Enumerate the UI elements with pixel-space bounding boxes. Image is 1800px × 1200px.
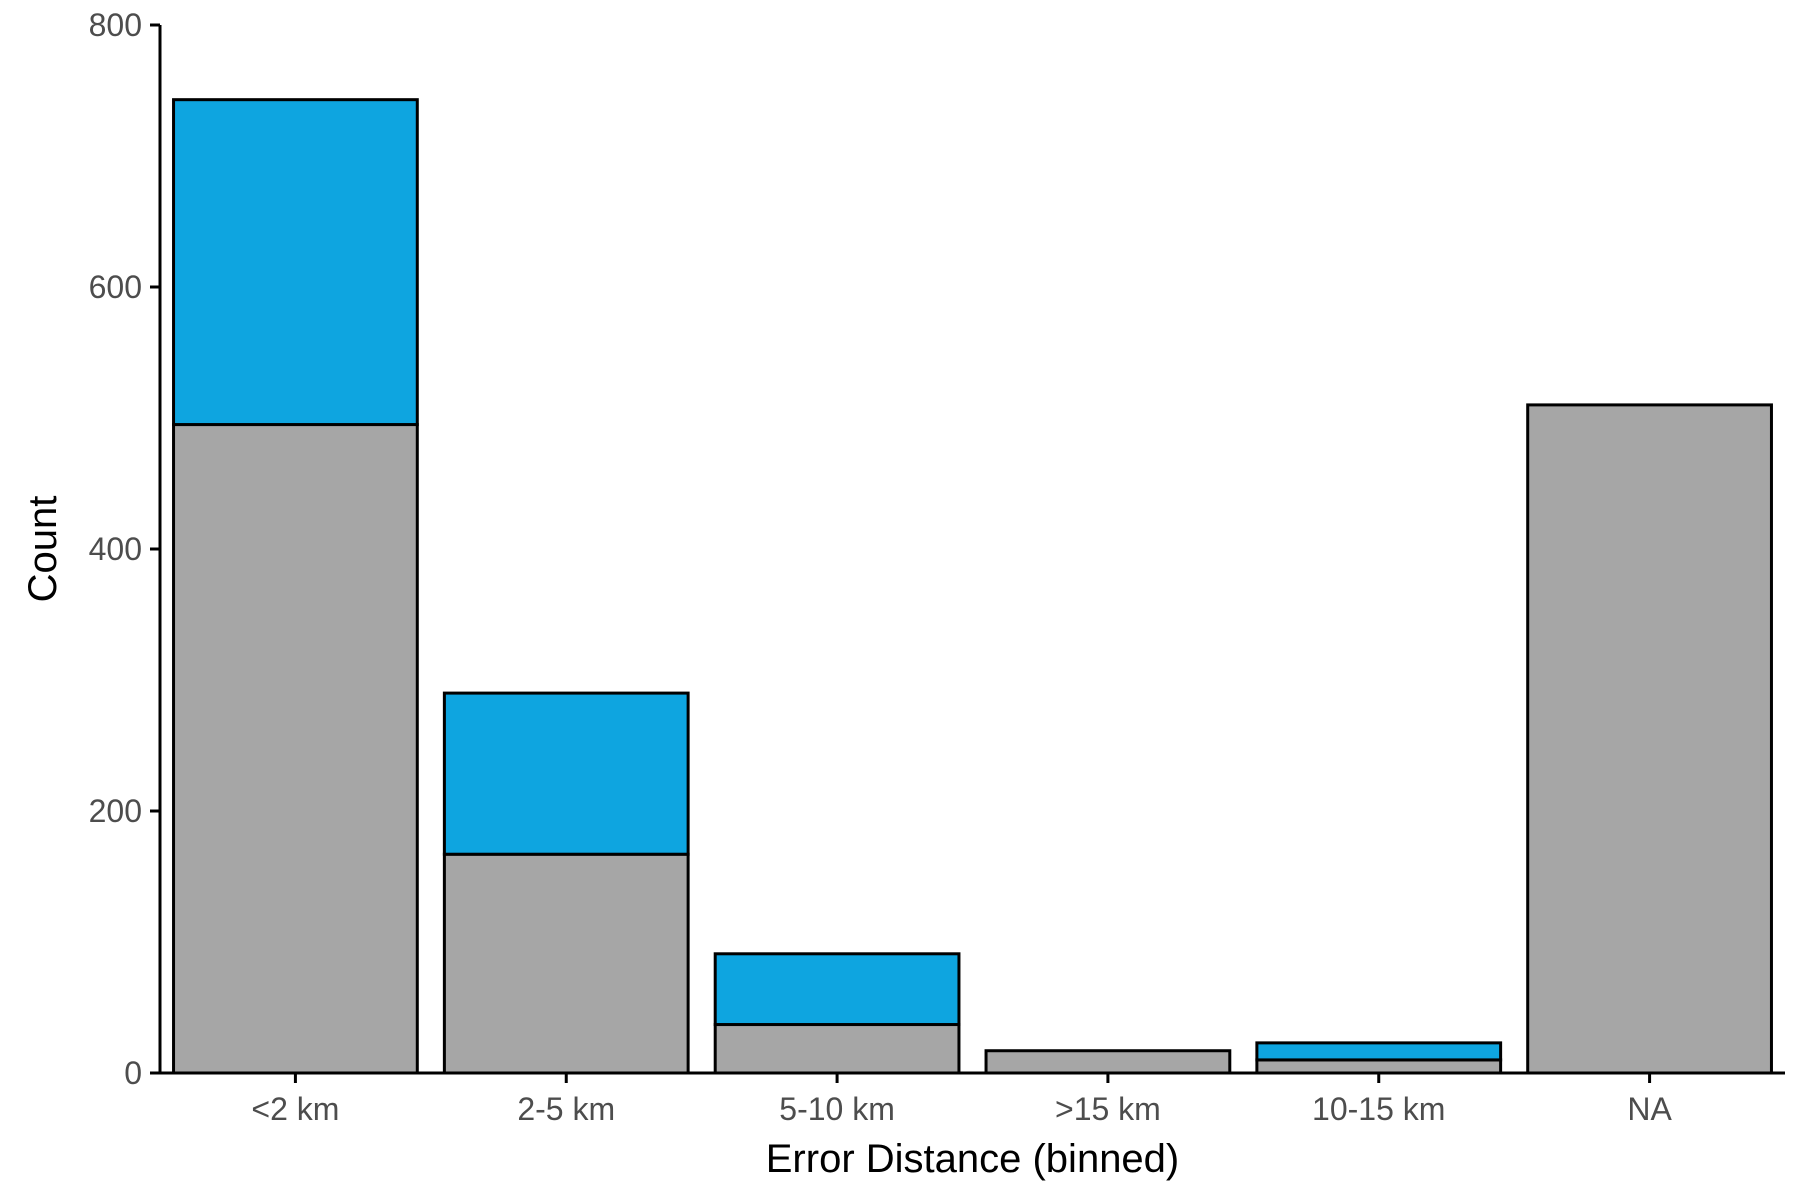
x-tick-label: 2-5 km [517,1091,615,1127]
bar-segment [1255,1041,1503,1062]
bar-segment [1255,1058,1503,1075]
y-tick-label: 200 [89,793,142,829]
x-tick-label: <2 km [251,1091,339,1127]
bar-segment [442,691,690,856]
x-tick-label: 10-15 km [1312,1091,1445,1127]
y-tick-label: 0 [124,1055,142,1091]
bar-segment [1526,403,1773,1075]
x-tick-label: NA [1627,1091,1672,1127]
bar-segment [442,852,690,1075]
y-axis-ticks: 0 200 400 600 800 [89,7,160,1091]
y-tick-label: 400 [89,531,142,567]
y-tick-label: 800 [89,7,142,43]
x-axis-ticks: <2 km 2-5 km 5-10 km >15 km 10-15 km NA [251,1073,1672,1127]
x-tick-label: 5-10 km [779,1091,895,1127]
x-axis-title: Error Distance (binned) [766,1137,1180,1181]
bar-segment [172,98,419,427]
bars-group [172,98,1773,1075]
bar-segment [984,1049,1232,1075]
bar-segment [713,1023,961,1075]
y-tick-label: 600 [89,269,142,305]
bar-segment [713,952,961,1027]
y-axis-title: Count [21,496,65,603]
bar-segment [172,423,419,1075]
x-tick-label: >15 km [1055,1091,1161,1127]
